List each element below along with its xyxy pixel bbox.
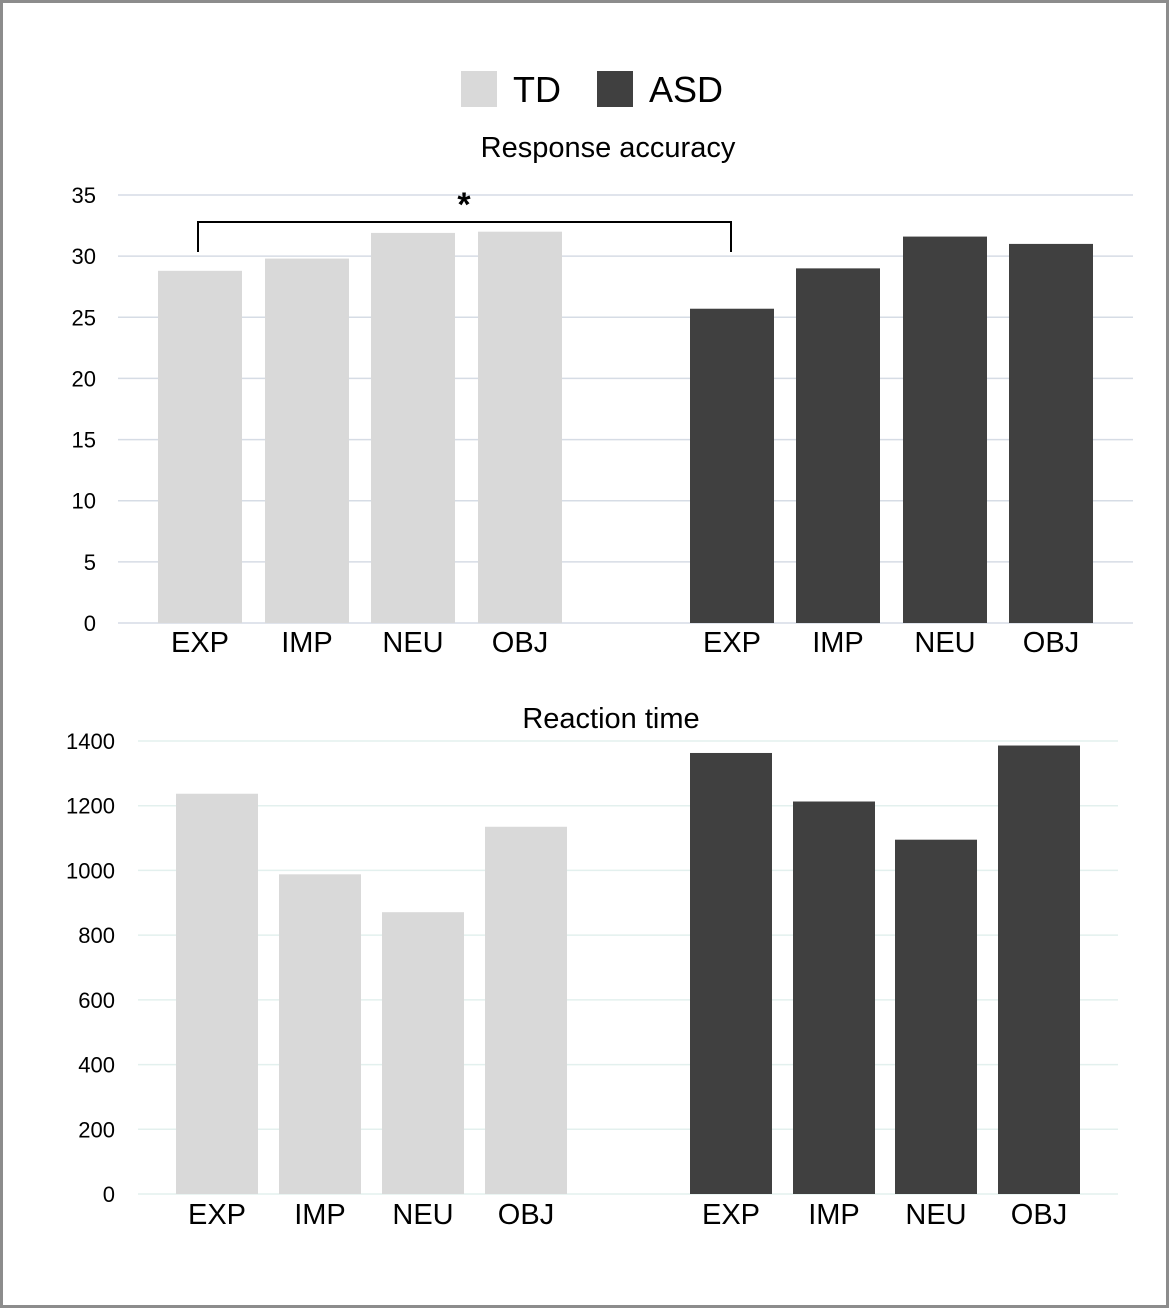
y-tick-label: 1000 [66, 858, 115, 883]
x-category-label: NEU [392, 1199, 453, 1231]
bar-td-neu [371, 232, 455, 623]
bar-asd-neu [895, 839, 977, 1194]
x-category-label: OBJ [1011, 1199, 1067, 1231]
y-tick-label: 0 [84, 611, 96, 636]
x-axis-labels: EXP IMP NEU OBJ EXP IMP NEU OBJ [188, 1199, 1067, 1231]
bar-asd-exp [690, 752, 772, 1194]
chart-response-accuracy: Response accuracy 0 5 10 15 20 25 30 35 EXP IMP N… [72, 132, 1133, 659]
y-tick-label: 200 [78, 1117, 115, 1142]
y-tick-label: 400 [78, 1053, 115, 1078]
y-tick-label: 35 [72, 183, 96, 208]
x-category-label: NEU [382, 627, 443, 659]
bar-asd-obj [1009, 243, 1093, 623]
bars [158, 231, 1093, 623]
chart-reaction-time: Reaction time 0200400600800100012001400 … [66, 703, 1118, 1231]
y-tick-label: 30 [72, 244, 96, 269]
legend-swatch-td [461, 71, 497, 107]
x-category-label: EXP [702, 1199, 760, 1231]
bar-td-imp [279, 874, 361, 1194]
bar-td-exp [158, 270, 242, 623]
legend-swatch-asd [597, 71, 633, 107]
bars [176, 745, 1080, 1194]
x-category-label: OBJ [498, 1199, 554, 1231]
bar-asd-obj [998, 745, 1080, 1194]
bar-td-imp [265, 258, 349, 623]
x-category-label: OBJ [492, 627, 548, 659]
legend-label-asd: ASD [649, 69, 723, 110]
bar-td-exp [176, 793, 258, 1194]
x-category-label: NEU [905, 1199, 966, 1231]
y-tick-label: 800 [78, 923, 115, 948]
y-tick-label: 20 [72, 366, 96, 391]
bracket-line [197, 221, 732, 252]
x-category-label: EXP [171, 627, 229, 659]
bar-asd-exp [690, 308, 774, 623]
x-category-label: OBJ [1023, 627, 1079, 659]
y-tick-label: 10 [72, 489, 96, 514]
significance-bracket: * [197, 186, 732, 252]
legend-label-td: TD [513, 69, 561, 110]
legend: TD ASD [461, 69, 723, 110]
x-category-label: IMP [294, 1199, 346, 1231]
bar-td-obj [478, 231, 562, 623]
y-tick-label: 600 [78, 988, 115, 1013]
x-category-label: EXP [703, 627, 761, 659]
x-category-label: IMP [808, 1199, 860, 1231]
y-tick-label: 25 [72, 305, 96, 330]
chart-title-reaction-time: Reaction time [522, 703, 699, 735]
y-tick-label: 1400 [66, 729, 115, 754]
y-tick-label: 15 [72, 428, 96, 453]
y-tick-label: 5 [84, 550, 96, 575]
y-tick-label: 1200 [66, 794, 115, 819]
y-tick-label: 0 [103, 1182, 115, 1207]
x-category-label: EXP [188, 1199, 246, 1231]
chart-title-response-accuracy: Response accuracy [481, 132, 736, 164]
y-axis-ticks: 0 5 10 15 20 25 30 35 [72, 183, 96, 636]
bar-asd-neu [903, 236, 987, 623]
bar-td-neu [382, 912, 464, 1194]
bar-asd-imp [793, 801, 875, 1194]
x-category-label: NEU [914, 627, 975, 659]
y-axis-ticks: 0 200 400 600 800 1000 1200 1400 [66, 729, 115, 1207]
x-category-label: IMP [281, 627, 333, 659]
bar-td-obj [485, 826, 567, 1194]
significance-star: * [457, 186, 471, 224]
bar-asd-imp [796, 268, 880, 623]
x-axis-labels: EXP IMP NEU OBJ EXP IMP NEU OBJ [171, 627, 1079, 659]
x-category-label: IMP [812, 627, 864, 659]
